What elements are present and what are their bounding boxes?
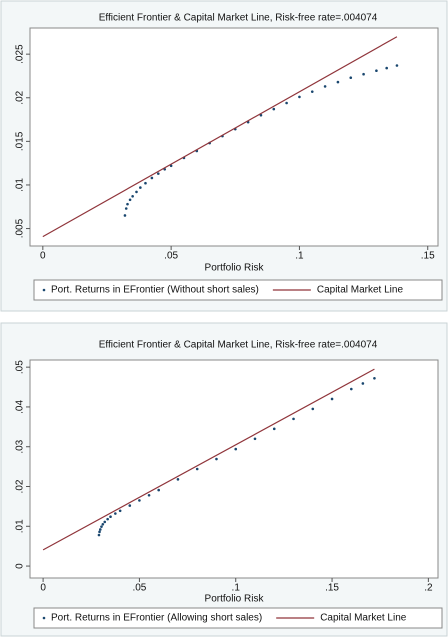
frontier-point	[135, 190, 138, 194]
frontier-point	[350, 387, 353, 391]
frontier-point	[144, 181, 147, 185]
y-tick-label: .02	[15, 90, 26, 104]
y-tick-label: .005	[15, 218, 26, 238]
legend-label: Capital Market Line	[317, 285, 404, 296]
y-tick-label: .01	[15, 178, 26, 192]
plot-area	[29, 359, 439, 579]
frontier-point	[323, 85, 327, 88]
frontier-point	[128, 504, 132, 507]
frontier-point	[150, 176, 154, 180]
frontier-point	[101, 522, 105, 526]
frontier-point	[298, 95, 301, 99]
frontier-point	[373, 376, 376, 380]
y-tick-label: 0	[15, 563, 26, 569]
legend-box	[33, 279, 443, 301]
legend-swatch	[42, 616, 46, 620]
frontier-point	[99, 528, 102, 531]
frontier-point	[114, 512, 117, 515]
x-tick-label: .05	[132, 583, 146, 594]
x-tick-label: .05	[164, 251, 178, 262]
y-tick-label: .025	[15, 44, 26, 64]
x-tick-label: 0	[40, 251, 46, 262]
x-tick-label: .15	[325, 583, 339, 594]
frontier-point	[375, 69, 378, 73]
plot-area	[29, 27, 439, 247]
x-tick-label: .1	[295, 251, 304, 262]
frontier-point	[272, 107, 276, 111]
legend-label: Capital Market Line	[320, 613, 407, 624]
frontier-point	[123, 214, 127, 217]
x-tick-label: 0	[40, 583, 46, 594]
frontier-point	[147, 493, 151, 497]
frontier-point	[131, 194, 134, 198]
legend-box	[33, 607, 443, 629]
frontier-point	[272, 427, 276, 431]
frontier-point	[124, 207, 128, 210]
frontier-point	[330, 397, 334, 401]
frontier-point	[103, 520, 107, 524]
y-tick-label: .03	[15, 439, 26, 453]
frontier-point	[118, 509, 122, 513]
frontier-point	[128, 198, 132, 202]
y-tick-label: .04	[15, 400, 26, 414]
frontier-point	[361, 382, 365, 385]
x-tick-label: .2	[424, 583, 433, 594]
frontier-point	[310, 90, 314, 93]
frontier-point	[157, 488, 160, 492]
frontier-point	[234, 447, 238, 451]
frontier-point	[106, 517, 109, 521]
cml-line	[42, 368, 375, 551]
frontier-point	[100, 525, 103, 528]
y-tick-label: .05	[15, 360, 26, 374]
frontier-point	[253, 437, 257, 441]
legend-label: Port. Returns in EFrontier (Allowing sho…	[51, 613, 262, 624]
x-axis-label: Portfolio Risk	[205, 263, 265, 274]
frontier-point	[195, 467, 199, 471]
frontier-point	[98, 530, 101, 534]
frontier-point	[292, 417, 295, 421]
frontier-point	[109, 515, 112, 519]
frontier-point	[126, 202, 129, 206]
chart-title: Efficient Frontier & Capital Market Line…	[99, 340, 378, 351]
legend-label: Port. Returns in EFrontier (Without shor…	[51, 285, 259, 296]
y-tick-label: .015	[15, 131, 26, 151]
frontier-point	[97, 533, 101, 537]
frontier-point	[349, 76, 353, 80]
y-tick-label: .01	[15, 519, 26, 533]
cml-line	[42, 36, 398, 238]
legend-swatch	[42, 288, 46, 292]
frontier-point	[336, 80, 340, 84]
x-tick-label: .1	[232, 583, 241, 594]
frontier-point	[285, 101, 288, 105]
frontier-point	[139, 186, 142, 189]
y-tick-label: .02	[15, 479, 26, 493]
frontier-point	[138, 499, 141, 502]
frontier-point	[157, 172, 160, 175]
frontier-point	[215, 457, 218, 461]
frontier-point	[385, 66, 388, 70]
frontier-point	[176, 478, 180, 481]
frontier-point	[395, 64, 399, 67]
frontier-point	[362, 72, 365, 76]
x-axis-label: Portfolio Risk	[205, 594, 265, 605]
frontier-point	[311, 407, 315, 411]
x-tick-label: .15	[421, 251, 435, 262]
chart-title: Efficient Frontier & Capital Market Line…	[99, 13, 378, 24]
